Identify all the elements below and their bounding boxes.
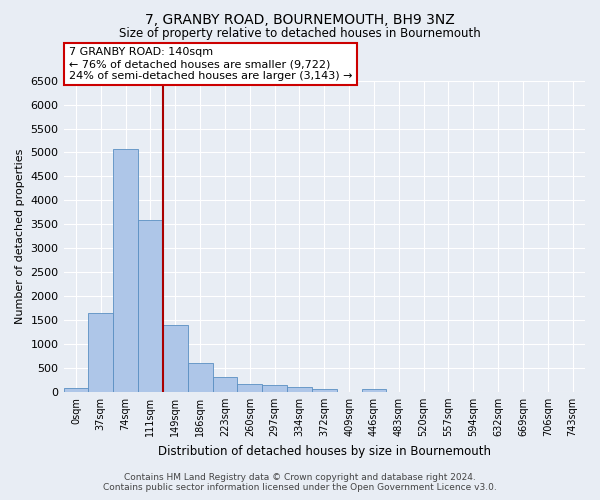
Bar <box>138 220 163 392</box>
Bar <box>113 149 138 392</box>
Y-axis label: Number of detached properties: Number of detached properties <box>15 148 25 324</box>
Bar <box>64 388 88 392</box>
Bar <box>238 384 262 392</box>
X-axis label: Distribution of detached houses by size in Bournemouth: Distribution of detached houses by size … <box>158 444 491 458</box>
Text: 7 GRANBY ROAD: 140sqm
← 76% of detached houses are smaller (9,722)
24% of semi-d: 7 GRANBY ROAD: 140sqm ← 76% of detached … <box>69 48 352 80</box>
Bar <box>188 362 212 392</box>
Text: Contains HM Land Registry data © Crown copyright and database right 2024.
Contai: Contains HM Land Registry data © Crown c… <box>103 473 497 492</box>
Bar <box>212 378 238 392</box>
Bar <box>287 387 312 392</box>
Bar <box>362 390 386 392</box>
Bar <box>88 313 113 392</box>
Bar <box>262 385 287 392</box>
Bar <box>163 325 188 392</box>
Bar <box>312 389 337 392</box>
Text: 7, GRANBY ROAD, BOURNEMOUTH, BH9 3NZ: 7, GRANBY ROAD, BOURNEMOUTH, BH9 3NZ <box>145 12 455 26</box>
Text: Size of property relative to detached houses in Bournemouth: Size of property relative to detached ho… <box>119 28 481 40</box>
